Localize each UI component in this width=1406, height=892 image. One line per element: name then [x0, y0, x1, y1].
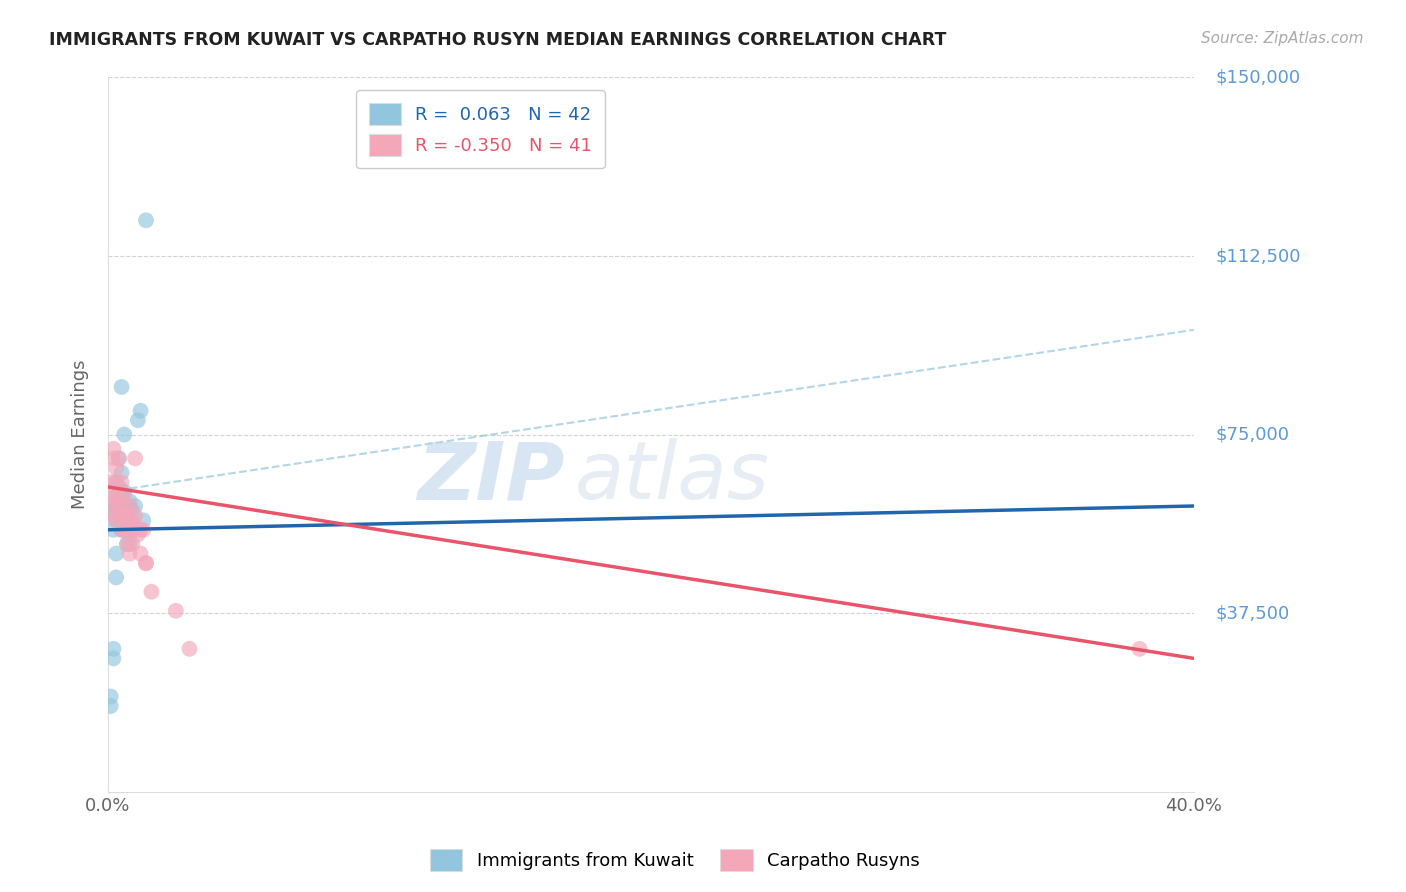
Point: [112, 499, 135, 513]
Point: [179, 641, 201, 656]
Point: [105, 547, 128, 561]
Text: $150,000: $150,000: [1216, 69, 1301, 87]
Point: [103, 651, 125, 665]
Point: [127, 413, 149, 427]
Legend: Immigrants from Kuwait, Carpatho Rusyns: Immigrants from Kuwait, Carpatho Rusyns: [422, 842, 928, 879]
Point: [115, 508, 138, 523]
Point: [103, 451, 125, 466]
Point: [108, 490, 131, 504]
Point: [115, 523, 138, 537]
Point: [105, 475, 128, 490]
Text: Source: ZipAtlas.com: Source: ZipAtlas.com: [1201, 31, 1364, 46]
Point: [127, 527, 149, 541]
Point: [108, 451, 131, 466]
Point: [1128, 641, 1150, 656]
Point: [135, 556, 157, 570]
Point: [115, 537, 138, 551]
Point: [110, 508, 132, 523]
Legend: R =  0.063   N = 42, R = -0.350   N = 41: R = 0.063 N = 42, R = -0.350 N = 41: [356, 90, 605, 169]
Point: [118, 547, 141, 561]
Point: [108, 451, 131, 466]
Point: [115, 537, 138, 551]
Point: [115, 508, 138, 523]
Text: $112,500: $112,500: [1216, 247, 1301, 265]
Y-axis label: Median Earnings: Median Earnings: [72, 359, 89, 509]
Point: [112, 523, 135, 537]
Point: [112, 499, 135, 513]
Text: $75,000: $75,000: [1216, 425, 1289, 443]
Point: [105, 513, 128, 527]
Point: [118, 494, 141, 508]
Point: [108, 494, 131, 508]
Point: [103, 499, 125, 513]
Point: [141, 584, 163, 599]
Point: [110, 380, 132, 394]
Point: [115, 499, 138, 513]
Point: [110, 523, 132, 537]
Point: [112, 508, 135, 523]
Point: [121, 537, 143, 551]
Point: [103, 523, 125, 537]
Point: [103, 508, 125, 523]
Text: atlas: atlas: [575, 439, 769, 516]
Point: [118, 513, 141, 527]
Point: [105, 570, 128, 584]
Point: [124, 518, 146, 533]
Point: [112, 484, 135, 499]
Point: [132, 523, 155, 537]
Point: [105, 461, 128, 475]
Point: [110, 484, 132, 499]
Point: [121, 523, 143, 537]
Point: [129, 547, 152, 561]
Point: [100, 698, 122, 713]
Text: ZIP: ZIP: [416, 439, 564, 516]
Point: [105, 499, 128, 513]
Point: [108, 480, 131, 494]
Point: [118, 513, 141, 527]
Point: [100, 690, 122, 704]
Point: [112, 490, 135, 504]
Point: [103, 508, 125, 523]
Point: [110, 466, 132, 480]
Point: [105, 490, 128, 504]
Point: [105, 490, 128, 504]
Point: [124, 451, 146, 466]
Point: [135, 213, 157, 227]
Point: [118, 537, 141, 551]
Point: [124, 508, 146, 523]
Point: [124, 499, 146, 513]
Point: [103, 499, 125, 513]
Point: [105, 513, 128, 527]
Point: [110, 499, 132, 513]
Point: [121, 523, 143, 537]
Point: [135, 556, 157, 570]
Point: [132, 513, 155, 527]
Point: [115, 523, 138, 537]
Point: [112, 427, 135, 442]
Point: [108, 508, 131, 523]
Point: [110, 523, 132, 537]
Point: [110, 475, 132, 490]
Point: [100, 490, 122, 504]
Text: IMMIGRANTS FROM KUWAIT VS CARPATHO RUSYN MEDIAN EARNINGS CORRELATION CHART: IMMIGRANTS FROM KUWAIT VS CARPATHO RUSYN…: [49, 31, 946, 49]
Point: [103, 641, 125, 656]
Point: [121, 504, 143, 518]
Point: [121, 523, 143, 537]
Point: [165, 604, 187, 618]
Point: [124, 523, 146, 537]
Point: [110, 508, 132, 523]
Point: [105, 475, 128, 490]
Point: [129, 523, 152, 537]
Point: [129, 403, 152, 417]
Point: [108, 499, 131, 513]
Point: [118, 499, 141, 513]
Text: $37,500: $37,500: [1216, 604, 1289, 622]
Point: [100, 475, 122, 490]
Point: [103, 442, 125, 456]
